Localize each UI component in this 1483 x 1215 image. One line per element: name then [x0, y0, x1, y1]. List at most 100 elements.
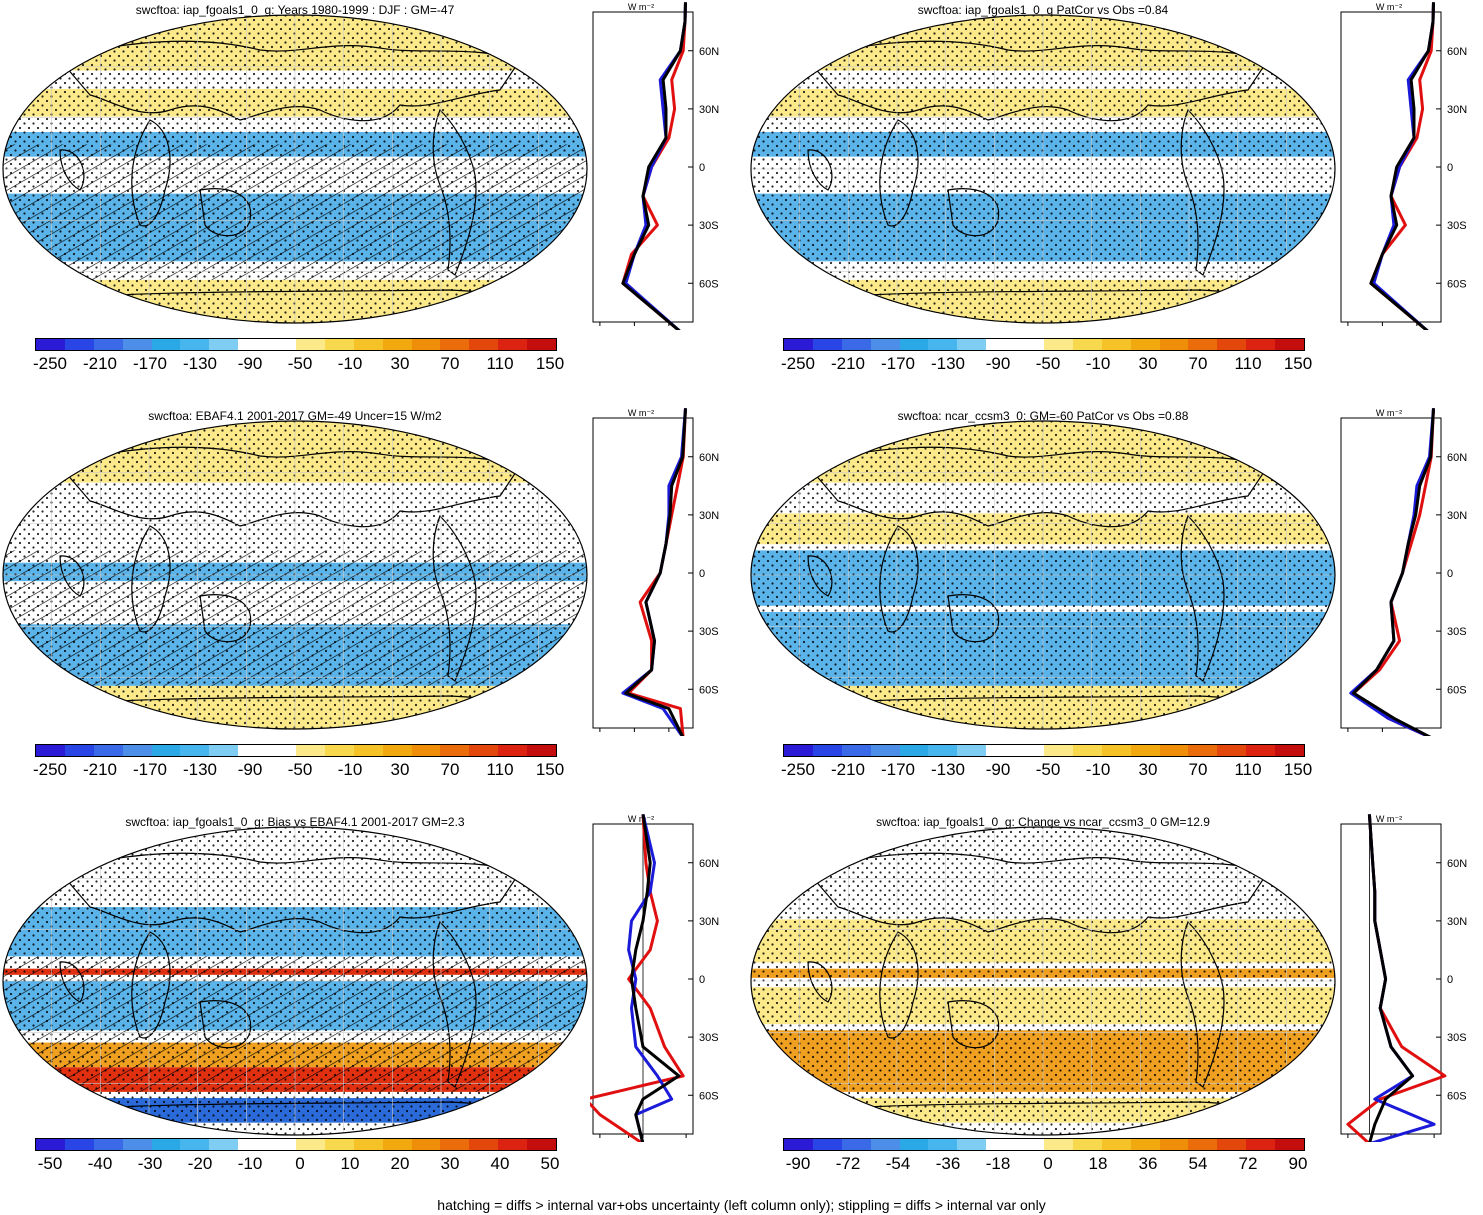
colorbar-swatch	[928, 745, 958, 756]
reference-line	[1352, 408, 1435, 736]
colorbar-swatch	[1275, 339, 1305, 350]
colorbar-swatch	[1015, 1139, 1045, 1150]
colorbar-tick-label: -170	[880, 354, 916, 373]
panel-title: swcftoa: iap_fgoals1_0_g: Years 1980-199…	[135, 3, 455, 17]
colorbar-swatch	[469, 1139, 499, 1150]
colorbar-swatch	[64, 745, 94, 756]
colorbar-swatch	[36, 745, 65, 756]
colorbar-swatch	[267, 1139, 297, 1150]
colorbar-swatch	[151, 1139, 181, 1150]
colorbar-swatch	[1275, 1139, 1305, 1150]
colorbar-swatch	[527, 745, 557, 756]
colorbar-tick-label: 110	[486, 354, 514, 373]
colorbar-swatch	[1130, 1139, 1160, 1150]
colorbar-swatch	[411, 339, 441, 350]
colorbar-swatch	[93, 745, 123, 756]
colorbar-tick-label: -250	[780, 760, 816, 779]
colorbar-swatch	[986, 1139, 1016, 1150]
x-tick-label: 20	[1386, 1141, 1396, 1142]
panel-change: swcftoa: iap_fgoals1_0_g: Change vs ncar…	[748, 812, 1483, 1197]
colorbar-swatch	[1159, 745, 1189, 756]
lat-tick-label: 30S	[1447, 220, 1467, 232]
robinson-map	[750, 14, 1336, 324]
colorbar-swatch	[93, 339, 123, 350]
colorbar-tick-label: 30	[390, 354, 410, 373]
zonal-mean-profile: W m⁻² 60N 30N 0 30S 60S -150 -90 -30	[591, 408, 719, 736]
colorbar-swatch	[64, 339, 94, 350]
colorbar-swatch	[812, 339, 842, 350]
colorbar-tick-label: 36	[1138, 1154, 1158, 1173]
colorbar-tick-label: 150	[1283, 354, 1313, 373]
x-tick-label: -30	[662, 735, 675, 736]
colorbar-swatch	[324, 339, 354, 350]
map-border	[750, 14, 1336, 324]
map-border	[750, 826, 1336, 1136]
profile-unit-label: W m⁻²	[1376, 814, 1402, 824]
lat-tick-label: 30N	[699, 104, 719, 116]
colorbar	[783, 338, 1305, 351]
colorbar-tick-label: 0	[1043, 1154, 1053, 1173]
colorbar-swatch	[209, 339, 239, 350]
panel-obs-climatology: swcftoa: EBAF4.1 2001-2017 GM=-49 Uncer=…	[0, 406, 748, 806]
robinson-map	[2, 420, 588, 730]
colorbar-tick-label: -130	[930, 354, 966, 373]
x-tick-label: -30	[662, 329, 675, 330]
colorbar-swatch	[411, 745, 441, 756]
colorbar-tick-label: -90	[237, 760, 263, 779]
colorbar-tick-label: -50	[287, 760, 313, 779]
zonal-mean-profile: W m⁻² 60N 30N 0 30S 60S -150 -90 -30	[1339, 2, 1467, 330]
profile-frame	[1340, 11, 1442, 323]
lat-tick-label: 0	[1447, 974, 1453, 986]
colorbar-swatch	[784, 339, 813, 350]
colorbar-swatch	[353, 1139, 383, 1150]
colorbar-tick-label: 110	[486, 760, 514, 779]
colorbar-swatch	[1101, 1139, 1131, 1150]
colorbar-swatch	[324, 745, 354, 756]
colorbar-tick-label: -210	[82, 760, 118, 779]
x-tick-label: -90	[1376, 735, 1389, 736]
colorbar-tick-label: 150	[1283, 760, 1313, 779]
colorbar-tick-label: 110	[1234, 760, 1262, 779]
zonal-mean-profile: W m⁻² 60N 30N 0 30S 60S -150 -90 -30	[1339, 408, 1467, 736]
colorbar-tick-label: -54	[885, 1154, 911, 1173]
colorbar-swatch	[64, 1139, 94, 1150]
colorbar-swatch	[899, 1139, 929, 1150]
colorbar-swatch	[469, 339, 499, 350]
colorbar-tick-label: 30	[390, 760, 410, 779]
colorbar-swatch	[151, 745, 181, 756]
colorbar-swatch	[1246, 1139, 1276, 1150]
lat-tick-label: 60S	[699, 684, 719, 696]
robinson-map	[750, 420, 1336, 730]
colorbar-swatch	[899, 339, 929, 350]
colorbar-tick-label: 150	[535, 760, 565, 779]
colorbar-tick-label: -130	[930, 760, 966, 779]
reference-line	[630, 814, 681, 1142]
colorbar-swatch	[238, 339, 268, 350]
colorbar-swatch	[1159, 339, 1189, 350]
colorbar-swatch	[1072, 339, 1102, 350]
profile-unit-label: W m⁻²	[1376, 2, 1402, 12]
colorbar-tick-label: 30	[1138, 760, 1158, 779]
colorbar-swatch	[267, 745, 297, 756]
colorbar-tick-label: 72	[1238, 1154, 1258, 1173]
colorbar-swatch	[122, 745, 152, 756]
colorbar-tick-label: -90	[237, 354, 263, 373]
colorbar-swatch	[93, 1139, 123, 1150]
colorbar-swatch	[498, 745, 528, 756]
colorbar-swatch	[469, 745, 499, 756]
colorbar-tick-label: 18	[1088, 1154, 1108, 1173]
map-border	[750, 420, 1336, 730]
colorbar-swatch	[841, 1139, 871, 1150]
lat-tick-label: 60N	[1447, 452, 1467, 464]
colorbar-tick-label: 70	[1188, 354, 1208, 373]
colorbar-swatch	[928, 339, 958, 350]
colorbar-tick-label: 110	[1234, 354, 1262, 373]
colorbar-swatch	[353, 745, 383, 756]
colorbar-tick-label: -36	[935, 1154, 961, 1173]
obs-line	[1349, 408, 1435, 736]
colorbar-swatch	[1015, 339, 1045, 350]
colorbar-swatch	[382, 339, 412, 350]
colorbar-tick-label: -170	[132, 760, 168, 779]
colorbar-tick-label: 50	[540, 1154, 560, 1173]
